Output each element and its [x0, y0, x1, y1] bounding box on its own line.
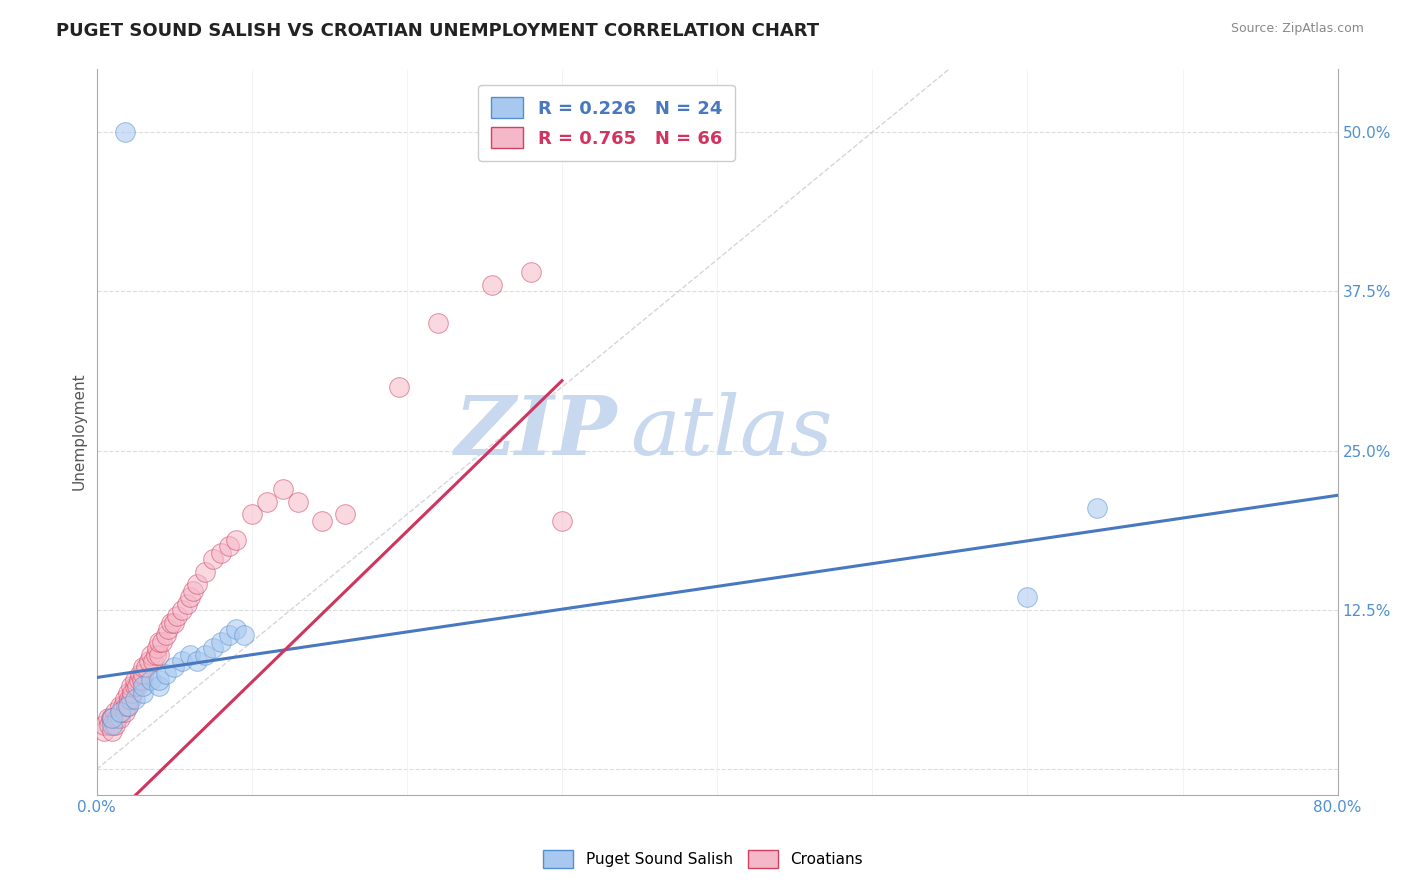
- Point: [146, 641, 169, 656]
- Point: [160, 615, 183, 630]
- Point: [124, 680, 146, 694]
- Point: [93, 724, 115, 739]
- Point: [114, 692, 136, 706]
- Point: [101, 711, 124, 725]
- Point: [129, 666, 152, 681]
- Point: [186, 577, 208, 591]
- Point: [155, 666, 177, 681]
- Point: [132, 686, 155, 700]
- Point: [112, 698, 135, 713]
- Point: [201, 641, 224, 656]
- Legend: Puget Sound Salish, Croatians: Puget Sound Salish, Croatians: [536, 843, 870, 875]
- Point: [194, 648, 217, 662]
- Point: [132, 666, 155, 681]
- Point: [114, 125, 136, 139]
- Point: [131, 673, 153, 687]
- Point: [120, 692, 142, 706]
- Point: [96, 711, 118, 725]
- Point: [124, 692, 146, 706]
- Point: [148, 635, 170, 649]
- Point: [141, 654, 163, 668]
- Point: [93, 717, 115, 731]
- Legend: R = 0.226   N = 24, R = 0.765   N = 66: R = 0.226 N = 24, R = 0.765 N = 66: [478, 85, 734, 161]
- Point: [163, 660, 186, 674]
- Point: [108, 705, 131, 719]
- Point: [170, 603, 193, 617]
- Point: [108, 698, 131, 713]
- Point: [117, 698, 139, 713]
- Point: [117, 698, 139, 713]
- Point: [148, 680, 170, 694]
- Point: [101, 717, 124, 731]
- Point: [132, 660, 155, 674]
- Point: [426, 316, 449, 330]
- Point: [148, 648, 170, 662]
- Point: [333, 508, 356, 522]
- Point: [139, 673, 162, 687]
- Point: [240, 508, 263, 522]
- Point: [148, 673, 170, 687]
- Point: [179, 591, 201, 605]
- Point: [118, 692, 141, 706]
- Point: [120, 680, 142, 694]
- Point: [110, 705, 132, 719]
- Point: [138, 654, 160, 668]
- Y-axis label: Unemployment: Unemployment: [72, 373, 86, 491]
- Point: [551, 514, 574, 528]
- Point: [225, 622, 247, 636]
- Point: [218, 628, 240, 642]
- Point: [233, 628, 256, 642]
- Point: [287, 494, 309, 508]
- Point: [170, 654, 193, 668]
- Text: Source: ZipAtlas.com: Source: ZipAtlas.com: [1230, 22, 1364, 36]
- Point: [225, 533, 247, 547]
- Point: [179, 648, 201, 662]
- Point: [1017, 591, 1039, 605]
- Point: [256, 494, 278, 508]
- Point: [117, 686, 139, 700]
- Text: PUGET SOUND SALISH VS CROATIAN UNEMPLOYMENT CORRELATION CHART: PUGET SOUND SALISH VS CROATIAN UNEMPLOYM…: [56, 22, 820, 40]
- Point: [125, 680, 148, 694]
- Point: [101, 724, 124, 739]
- Point: [176, 597, 198, 611]
- Point: [98, 717, 121, 731]
- Point: [150, 635, 173, 649]
- Point: [209, 635, 232, 649]
- Point: [121, 686, 143, 700]
- Text: atlas: atlas: [630, 392, 832, 472]
- Text: ZIP: ZIP: [456, 392, 617, 472]
- Point: [1085, 501, 1108, 516]
- Point: [114, 705, 136, 719]
- Point: [128, 673, 150, 687]
- Point: [132, 680, 155, 694]
- Point: [163, 615, 186, 630]
- Point: [201, 552, 224, 566]
- Point: [104, 717, 127, 731]
- Point: [194, 565, 217, 579]
- Point: [124, 673, 146, 687]
- Point: [166, 609, 188, 624]
- Point: [218, 539, 240, 553]
- Point: [115, 698, 138, 713]
- Point: [156, 622, 179, 636]
- Point: [481, 278, 503, 293]
- Point: [311, 514, 333, 528]
- Point: [145, 648, 167, 662]
- Point: [105, 711, 128, 725]
- Point: [271, 482, 294, 496]
- Point: [139, 648, 162, 662]
- Point: [181, 583, 204, 598]
- Point: [155, 628, 177, 642]
- Point: [100, 711, 122, 725]
- Point: [520, 265, 543, 279]
- Point: [108, 711, 131, 725]
- Point: [209, 546, 232, 560]
- Point: [101, 711, 124, 725]
- Point: [135, 660, 157, 674]
- Point: [186, 654, 208, 668]
- Point: [388, 380, 411, 394]
- Point: [104, 705, 127, 719]
